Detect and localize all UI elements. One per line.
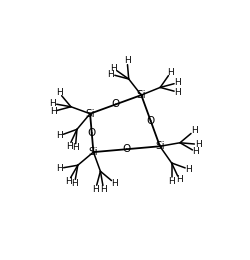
Text: H: H: [174, 78, 181, 87]
Text: H: H: [168, 177, 175, 186]
Text: H: H: [50, 99, 56, 108]
Text: H: H: [167, 68, 174, 77]
Text: H: H: [65, 177, 72, 186]
Text: H: H: [192, 147, 199, 157]
Text: H: H: [174, 88, 181, 97]
Text: H: H: [56, 164, 63, 173]
Text: Si: Si: [136, 90, 146, 100]
Text: O: O: [112, 99, 120, 109]
Text: H: H: [56, 131, 63, 140]
Text: H: H: [195, 140, 202, 149]
Text: Si: Si: [88, 147, 98, 157]
Text: H: H: [176, 175, 183, 184]
Text: H: H: [100, 185, 107, 194]
Text: H: H: [72, 143, 79, 152]
Text: H: H: [56, 88, 62, 97]
Text: H: H: [108, 70, 114, 79]
Text: H: H: [191, 126, 198, 135]
Text: O: O: [122, 144, 131, 154]
Text: H: H: [66, 141, 72, 151]
Text: O: O: [88, 128, 96, 138]
Text: H: H: [111, 179, 118, 187]
Text: Si: Si: [85, 109, 95, 119]
Text: H: H: [110, 64, 117, 73]
Text: H: H: [186, 165, 192, 174]
Text: H: H: [92, 185, 99, 193]
Text: Si: Si: [155, 141, 165, 151]
Text: O: O: [146, 116, 155, 126]
Text: H: H: [50, 107, 56, 116]
Text: H: H: [71, 179, 78, 188]
Text: H: H: [124, 56, 130, 65]
